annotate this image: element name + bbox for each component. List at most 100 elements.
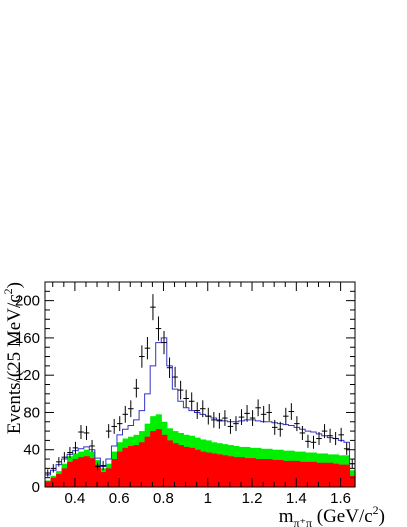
red-bin-39 <box>260 459 268 487</box>
red-bin-21 <box>161 434 168 487</box>
red-bin-52 <box>332 463 339 487</box>
data-point-26 <box>188 392 195 411</box>
data-point-35 <box>238 409 245 426</box>
x-tick-label: 0.8 <box>153 490 174 507</box>
x-axis-label-units-suffix: ) <box>379 506 385 527</box>
data-point-16 <box>133 378 140 398</box>
red-bin-37 <box>249 458 256 487</box>
red-bin-25 <box>183 446 190 487</box>
data-point-10 <box>100 460 106 471</box>
red-bin-34 <box>233 457 240 487</box>
red-bin-55 <box>349 475 356 487</box>
data-point-47 <box>305 434 311 448</box>
red-bin-5 <box>72 459 79 487</box>
red-bin-32 <box>222 455 229 487</box>
x-axis-label-subscript: π⁺π <box>294 516 312 527</box>
data-point-27 <box>194 402 200 419</box>
y-axis-label-sup: 2 <box>1 288 15 294</box>
y-tick-label: 200 <box>15 293 40 310</box>
red-bin-1 <box>50 477 57 487</box>
data-point-29 <box>205 407 212 425</box>
red-bin-48 <box>310 461 317 487</box>
data-point-38 <box>255 399 261 417</box>
data-point-11 <box>105 424 112 439</box>
red-bin-11 <box>105 468 113 487</box>
red-bin-3 <box>61 468 68 487</box>
red-bin-44 <box>288 460 295 487</box>
red-bin-10 <box>100 472 107 487</box>
x-tick-label: 0.4 <box>64 490 85 507</box>
red-bin-16 <box>133 445 140 487</box>
data-point-6 <box>78 425 84 440</box>
x-axis-label: mπ⁺π (GeV/c2) <box>279 503 385 527</box>
data-point-14 <box>122 405 129 423</box>
red-bin-22 <box>166 440 173 487</box>
y-tick-label: 160 <box>15 330 40 347</box>
red-bin-47 <box>305 461 312 487</box>
data-point-43 <box>283 407 289 425</box>
data-point-36 <box>244 405 250 422</box>
data-point-34 <box>233 416 239 432</box>
red-bin-23 <box>172 443 179 487</box>
red-bin-19 <box>150 431 157 487</box>
x-axis-label-main: m <box>279 506 294 527</box>
data-point-2 <box>56 457 62 467</box>
x-tick-label: 1.4 <box>286 490 307 507</box>
data-point-18 <box>144 336 151 360</box>
red-bin-2 <box>56 473 63 487</box>
data-point-25 <box>183 389 189 408</box>
data-point-40 <box>266 404 272 421</box>
red-bin-36 <box>244 458 251 487</box>
data-point-53 <box>338 427 344 442</box>
data-point-5 <box>72 441 79 454</box>
red-bin-8 <box>89 458 96 487</box>
red-bin-50 <box>321 462 328 487</box>
data-point-15 <box>128 400 134 418</box>
red-bin-7 <box>83 456 90 487</box>
y-axis-label-main: Events/(25 MeV/c <box>4 294 25 434</box>
data-point-24 <box>177 380 184 400</box>
red-bin-17 <box>139 442 146 487</box>
data-point-45 <box>294 416 300 432</box>
y-tick-label: 120 <box>15 367 40 384</box>
red-bin-53 <box>338 464 345 487</box>
x-tick-label: 1.6 <box>330 490 351 507</box>
red-bin-46 <box>299 461 306 487</box>
data-point-50 <box>321 424 328 439</box>
red-bin-29 <box>205 452 212 487</box>
red-bin-26 <box>188 447 196 487</box>
fit-line-group <box>44 337 356 487</box>
data-point-22 <box>166 357 173 378</box>
data-point-3 <box>61 452 68 463</box>
data-points-group <box>45 294 355 477</box>
fit-line <box>44 337 356 487</box>
data-point-54 <box>343 442 350 455</box>
data-point-30 <box>211 411 217 428</box>
red-bin-12 <box>111 459 118 487</box>
data-point-13 <box>116 416 123 432</box>
data-point-41 <box>271 419 278 435</box>
red-bin-4 <box>67 461 74 487</box>
data-point-48 <box>310 435 317 449</box>
data-point-21 <box>161 330 167 355</box>
red-bin-15 <box>128 446 135 487</box>
x-tick-label: 1.2 <box>242 490 263 507</box>
data-point-44 <box>288 403 295 420</box>
data-point-55 <box>349 459 355 469</box>
red-bin-51 <box>327 462 334 487</box>
data-point-32 <box>222 410 228 426</box>
data-point-42 <box>277 421 284 437</box>
data-point-7 <box>83 425 90 440</box>
data-point-46 <box>299 425 306 440</box>
data-point-39 <box>260 405 267 423</box>
y-tick-label: 0 <box>32 479 40 496</box>
y-tick-label: 80 <box>23 404 40 421</box>
y-axis-label-suffix: ) <box>4 282 25 288</box>
red-bin-0 <box>45 481 52 487</box>
data-point-19 <box>150 294 156 321</box>
red-bin-6 <box>78 457 85 487</box>
red-bin-30 <box>211 453 218 487</box>
x-axis-label-units-prefix: (GeV/c <box>312 506 373 527</box>
red-bin-43 <box>283 460 290 487</box>
